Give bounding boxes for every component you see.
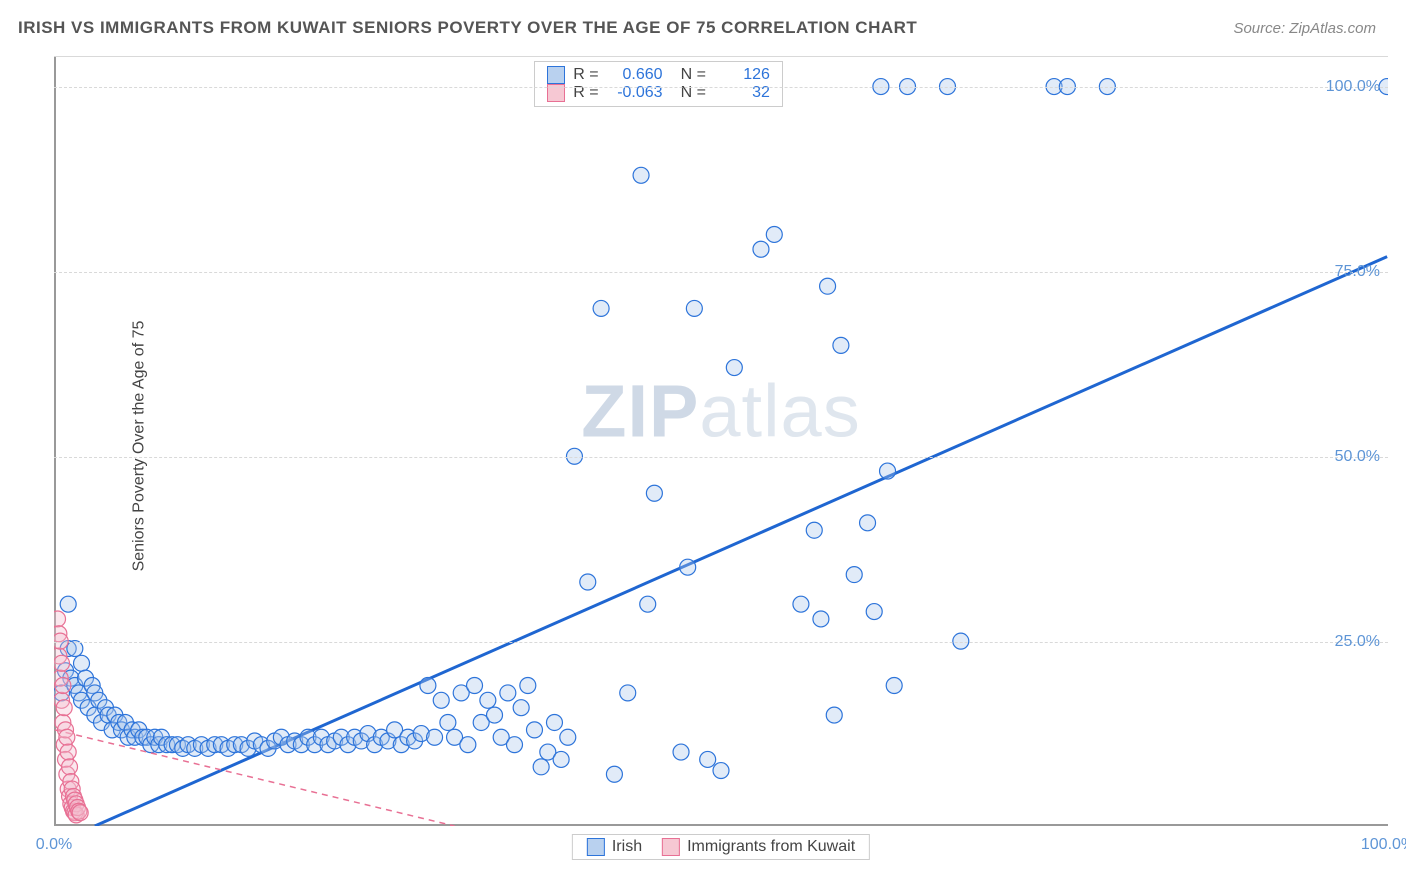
data-point xyxy=(54,611,66,627)
data-point xyxy=(467,678,483,694)
gridline xyxy=(54,457,1388,458)
data-point xyxy=(606,766,622,782)
data-point xyxy=(820,278,836,294)
data-point xyxy=(793,596,809,612)
data-point xyxy=(60,744,76,760)
data-point xyxy=(500,685,516,701)
stat-row: R = 0.660 N = 126 xyxy=(547,66,770,84)
data-point xyxy=(680,559,696,575)
data-point xyxy=(813,611,829,627)
series-swatch xyxy=(547,66,565,84)
data-point xyxy=(633,167,649,183)
data-point xyxy=(846,567,862,583)
data-point xyxy=(72,805,88,821)
data-point xyxy=(866,604,882,620)
data-point xyxy=(826,707,842,723)
legend-item: Immigrants from Kuwait xyxy=(662,838,855,856)
data-point xyxy=(700,751,716,767)
x-tick-label: 100.0% xyxy=(1361,836,1406,854)
data-point xyxy=(55,678,71,694)
data-point xyxy=(726,360,742,376)
y-tick-label: 100.0% xyxy=(1326,78,1380,96)
data-point xyxy=(60,596,76,612)
data-point xyxy=(640,596,656,612)
data-point xyxy=(513,700,529,716)
data-point xyxy=(880,463,896,479)
data-point xyxy=(553,751,569,767)
data-point xyxy=(533,759,549,775)
series-swatch xyxy=(662,838,680,856)
y-tick-label: 75.0% xyxy=(1335,263,1380,281)
data-point xyxy=(526,722,542,738)
data-point xyxy=(686,300,702,316)
data-point xyxy=(753,241,769,257)
data-point xyxy=(713,763,729,779)
data-point xyxy=(520,678,536,694)
legend-item: Irish xyxy=(587,838,642,856)
legend-label: Irish xyxy=(612,838,642,856)
data-point xyxy=(766,226,782,242)
data-point xyxy=(460,737,476,753)
data-point xyxy=(507,737,523,753)
data-point xyxy=(560,729,576,745)
data-point xyxy=(62,759,78,775)
data-point xyxy=(427,729,443,745)
r-label: R = xyxy=(573,66,598,84)
data-point xyxy=(67,641,83,657)
legend-label: Immigrants from Kuwait xyxy=(687,838,855,856)
data-point xyxy=(806,522,822,538)
data-point xyxy=(673,744,689,760)
chart-title: IRISH VS IMMIGRANTS FROM KUWAIT SENIORS … xyxy=(18,18,917,38)
series-swatch xyxy=(587,838,605,856)
data-point xyxy=(580,574,596,590)
x-tick-label: 0.0% xyxy=(36,836,72,854)
data-point xyxy=(433,692,449,708)
chart-plot-area: ZIPatlas R =0.660N =126R =-0.063N =32 Ir… xyxy=(54,56,1388,826)
chart-header: IRISH VS IMMIGRANTS FROM KUWAIT SENIORS … xyxy=(0,0,1406,46)
data-point xyxy=(833,337,849,353)
data-point xyxy=(487,707,503,723)
r-value: 0.660 xyxy=(607,66,663,84)
chart-source: Source: ZipAtlas.com xyxy=(1233,20,1376,37)
gridline xyxy=(54,272,1388,273)
data-point xyxy=(620,685,636,701)
data-point xyxy=(860,515,876,531)
scatter-plot-svg xyxy=(54,57,1388,826)
n-value: 126 xyxy=(714,66,770,84)
data-point xyxy=(420,678,436,694)
data-point xyxy=(56,700,72,716)
data-point xyxy=(646,485,662,501)
data-point xyxy=(54,655,70,671)
y-tick-label: 50.0% xyxy=(1335,448,1380,466)
data-point xyxy=(59,729,75,745)
data-point xyxy=(480,692,496,708)
gridline xyxy=(54,642,1388,643)
gridline xyxy=(54,87,1388,88)
correlation-stats-box: R =0.660N =126R =-0.063N =32 xyxy=(534,61,783,107)
legend: Irish Immigrants from Kuwait xyxy=(572,834,870,860)
n-label: N = xyxy=(681,66,706,84)
data-point xyxy=(74,655,90,671)
data-point xyxy=(886,678,902,694)
y-tick-label: 25.0% xyxy=(1335,633,1380,651)
data-point xyxy=(440,714,456,730)
data-point xyxy=(593,300,609,316)
data-point xyxy=(546,714,562,730)
